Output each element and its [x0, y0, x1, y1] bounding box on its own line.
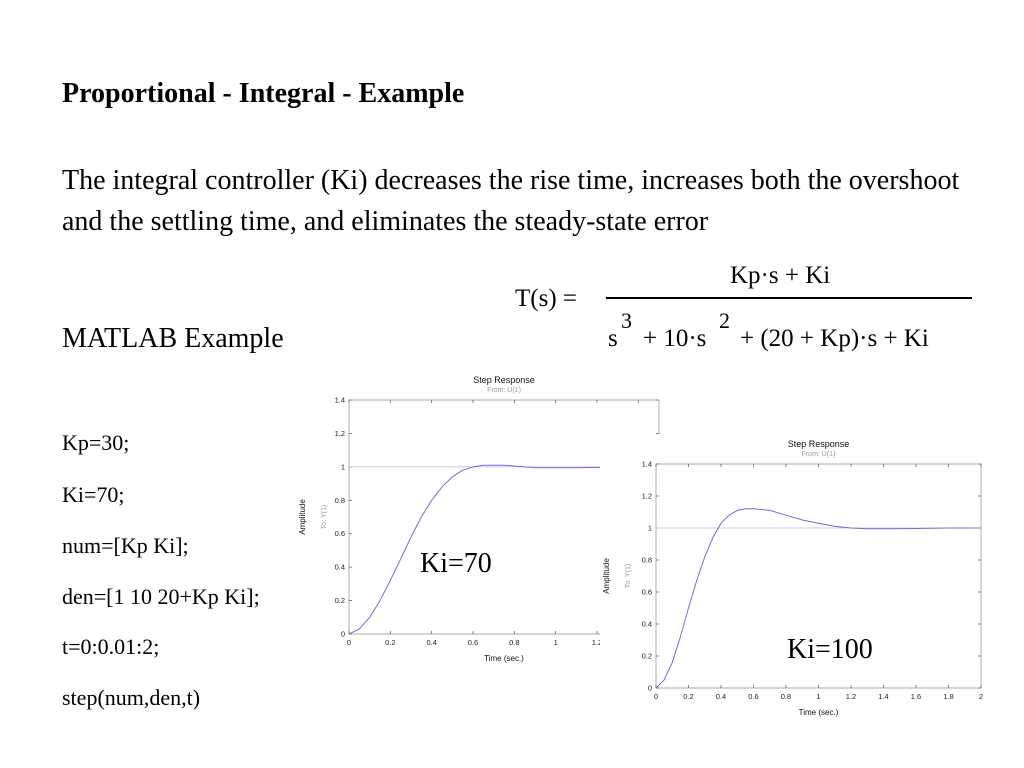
y-tick-label: 1.4: [642, 460, 652, 469]
exponent-3: 3: [621, 308, 632, 333]
code-line-num: num=[Kp Ki];: [62, 533, 189, 558]
y-axis-label: Amplitude: [298, 499, 307, 535]
y-tick-label: 0.4: [335, 563, 345, 572]
x-tick-label: 0.2: [385, 638, 395, 647]
intro-paragraph: The integral controller (Ki) decreases t…: [62, 165, 960, 237]
y-tick-label: 1: [341, 462, 345, 471]
transfer-function-formula: T(s) = Kp·s + Ki s 3 + 10·s 2 + (20 + Kp…: [500, 255, 1000, 365]
code-line-den: den=[1 10 20+Kp Ki];: [62, 584, 260, 609]
x-tick-label: 1: [816, 692, 820, 701]
x-tick-label: 0.4: [426, 638, 436, 647]
code-line-t: t=0:0.01:2;: [62, 634, 160, 659]
y-tick-label: 0: [341, 630, 345, 639]
matlab-example-heading: MATLAB Example: [62, 323, 284, 354]
chart-subtitle: From: U(1): [487, 387, 521, 394]
x-tick-label: 1.2: [592, 638, 602, 647]
y-tick-label: 1.4: [335, 396, 345, 405]
code-line-step: step(num,den,t): [62, 685, 201, 710]
step-response-curve: [348, 464, 660, 635]
y-axis-output-label: To: Y(1): [625, 564, 632, 588]
chart-title: Step Response: [473, 375, 535, 385]
x-tick-label: 2: [979, 692, 983, 701]
x-axis-label: Time (sec.): [484, 654, 524, 663]
x-tick-label: 0.6: [468, 638, 478, 647]
x-tick-label: 0.6: [748, 692, 758, 701]
y-tick-label: 0.2: [335, 596, 345, 605]
x-tick-label: 1.4: [878, 692, 888, 701]
x-tick-label: 0.8: [509, 638, 519, 647]
y-tick-label: 1.2: [642, 492, 652, 501]
formula-lhs: T(s) =: [515, 285, 577, 312]
y-axis-output-label: To: Y(1): [321, 505, 328, 529]
ki70-annotation: Ki=70: [420, 548, 492, 579]
chart-title: Step Response: [788, 439, 850, 449]
slide-title: Proportional - Integral - Example: [62, 78, 465, 109]
ki100-annotation: Ki=100: [787, 634, 873, 665]
step-response-plot-ki100: 0 0.2 0.4 0.6 0.8 1 1.2 1.4 1.6 1.8 2 0 0.2 0.4 0.6 0.8…: [600, 434, 995, 724]
y-tick-label: 1.2: [335, 429, 345, 438]
y-axis-label: Amplitude: [602, 558, 611, 594]
x-tick-label: 0: [347, 638, 351, 647]
denominator-s: s: [608, 325, 618, 352]
x-axis-label: Time (sec.): [799, 708, 839, 717]
y-tick-label: 0.6: [335, 529, 345, 538]
denominator-term-2: + 10·s: [643, 325, 707, 352]
y-tick-label: 0.8: [335, 496, 345, 505]
fraction-bar: [606, 297, 972, 299]
y-tick-label: 0.2: [642, 652, 652, 661]
y-tick-label: 1: [648, 524, 652, 533]
step-response-chart-ki100: 0 0.2 0.4 0.6 0.8 1 1.2 1.4 1.6 1.8 2 0 0.2 0.4 0.6 0.8…: [602, 439, 983, 717]
exponent-2: 2: [719, 308, 730, 333]
x-tick-label: 0.8: [781, 692, 791, 701]
x-tick-label: 0.4: [716, 692, 726, 701]
code-line-kp: Kp=30;: [62, 430, 130, 455]
x-tick-label: 0: [654, 692, 658, 701]
code-line-ki: Ki=70;: [62, 482, 125, 507]
y-tick-label: 0.8: [642, 556, 652, 565]
x-tick-label: 1: [554, 638, 558, 647]
x-tick-label: 1.8: [943, 692, 953, 701]
denominator-term-3: + (20 + Kp)·s + Ki: [740, 325, 929, 352]
y-tick-label: 0.4: [642, 620, 652, 629]
y-tick-label: 0.6: [642, 588, 652, 597]
formula-numerator: Kp·s + Ki: [730, 262, 831, 289]
chart-subtitle: From: U(1): [802, 451, 836, 458]
x-tick-label: 0.2: [683, 692, 693, 701]
x-tick-label: 1.2: [846, 692, 856, 701]
x-tick-label: 1.6: [911, 692, 921, 701]
step-response-curve: [655, 508, 981, 689]
y-tick-label: 0: [648, 684, 652, 693]
